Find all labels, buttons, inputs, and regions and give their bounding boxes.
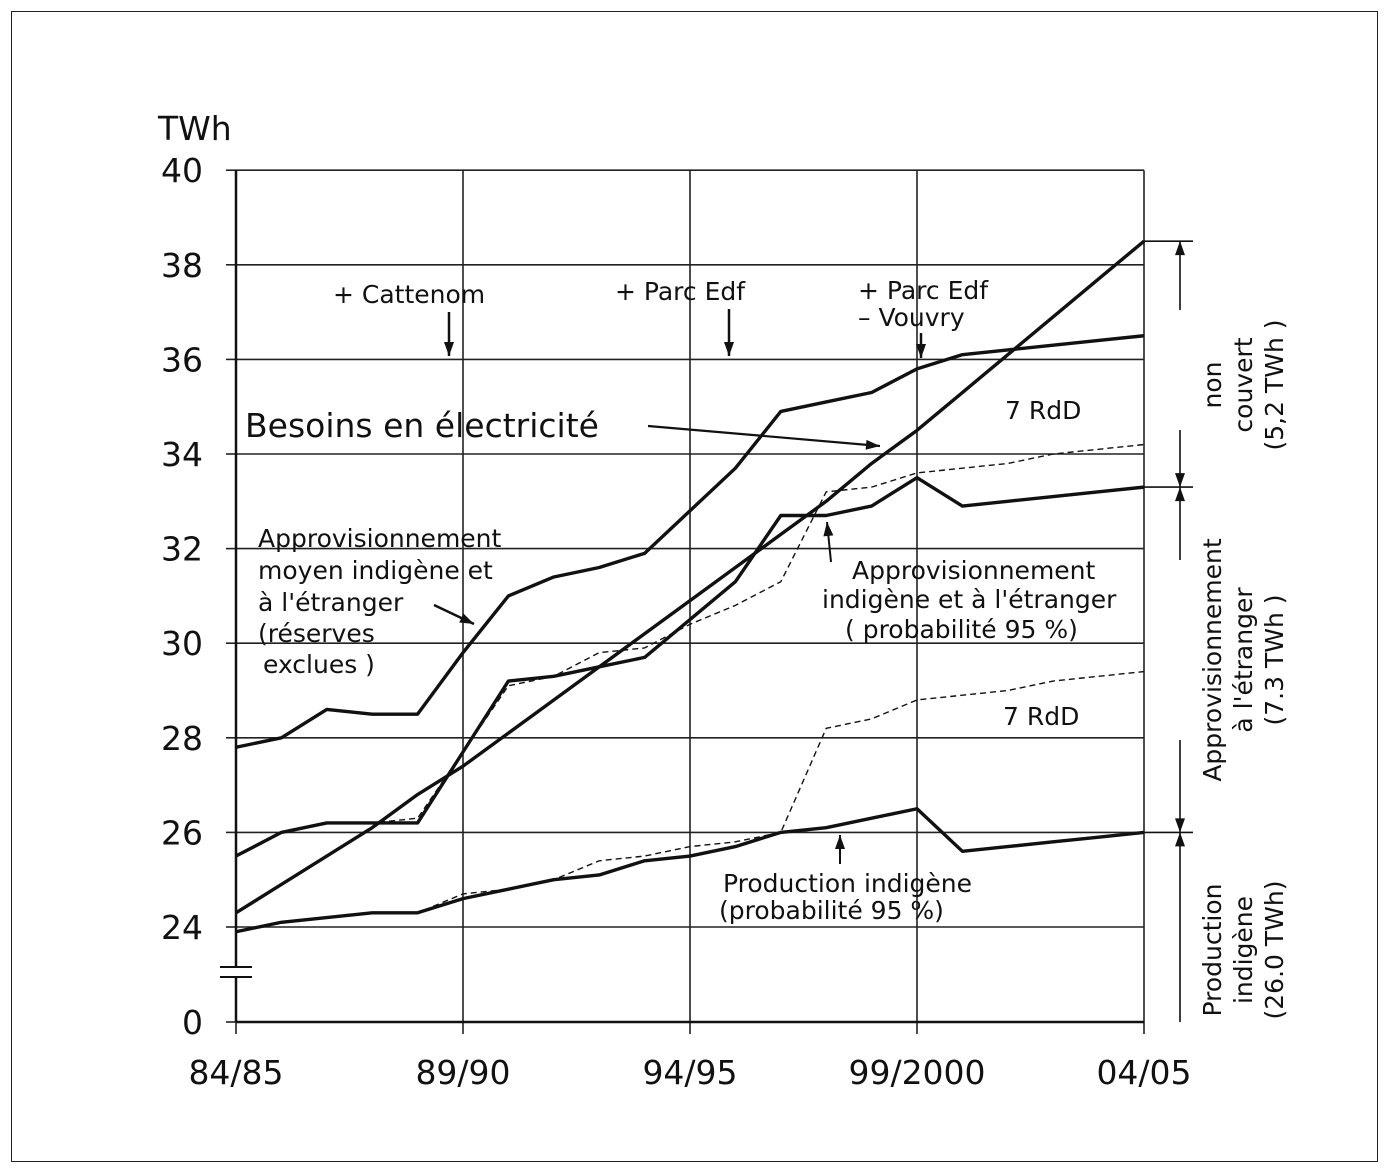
axis-break-gap bbox=[232, 967, 240, 977]
x-tick-label: 99/2000 bbox=[848, 1053, 985, 1092]
y-tick-label: 0 bbox=[182, 1003, 203, 1042]
series-layer bbox=[235, 239, 1146, 934]
appro-95-label: Approvisionnement bbox=[852, 556, 1096, 585]
bracket-label-2: indigène bbox=[1229, 896, 1258, 1004]
x-tick-label: 89/90 bbox=[415, 1053, 510, 1092]
rdd-label-bottom: 7 RdD bbox=[1003, 702, 1079, 731]
x-tick-label: 84/85 bbox=[188, 1053, 283, 1092]
bracket-label-2: (26.0 TWh) bbox=[1260, 881, 1289, 1020]
besoins-arrow-shaft bbox=[647, 424, 881, 448]
bracket-arrow-head bbox=[1175, 818, 1185, 833]
event-label-cattenom: + Cattenom bbox=[333, 280, 485, 309]
event-arrow-vouvry-head bbox=[916, 344, 926, 358]
bracket-label-0: non bbox=[1198, 362, 1227, 409]
production-label: (probabilité 95 %) bbox=[719, 896, 944, 925]
bracket-label-1: à l'étranger bbox=[1229, 587, 1258, 733]
bracket-arrow-head bbox=[1175, 241, 1185, 256]
figure-frame bbox=[11, 11, 1378, 1162]
event-arrow-cattenom-head bbox=[444, 342, 454, 356]
production-label: Production indigène bbox=[723, 869, 972, 898]
series-line-1 bbox=[235, 334, 1145, 749]
event-label-vouvry: – Vouvry bbox=[858, 303, 965, 332]
besoins-arrow-head bbox=[865, 439, 880, 450]
appro-moyen-label: à l'étranger bbox=[258, 588, 404, 617]
series-line-2 bbox=[235, 475, 1145, 858]
y-axis-label: TWh bbox=[157, 109, 232, 148]
event-label-parc-edf: + Parc Edf bbox=[615, 277, 746, 306]
appro-moyen-label: exclues ) bbox=[263, 650, 375, 679]
besoins-label: Besoins en électricité bbox=[245, 406, 599, 445]
bracket-label-2: Production bbox=[1198, 883, 1227, 1016]
appro-moyen-label: (réserves bbox=[258, 619, 375, 648]
x-tick-label: 04/05 bbox=[1096, 1053, 1191, 1092]
event-arrow-parc-edf-head bbox=[724, 342, 734, 356]
appro-moyen-label: moyen indigène et bbox=[258, 556, 493, 585]
appro-95-label: indigène et à l'étranger bbox=[822, 585, 1117, 614]
appro-moyen-arrow-head bbox=[459, 613, 474, 624]
y-tick-label: 36 bbox=[161, 340, 203, 379]
y-tick-label: 30 bbox=[161, 624, 203, 663]
bracket-label-1: (7.3 TWh ) bbox=[1260, 595, 1289, 726]
annotations: TWh Besoins en électricité 7 RdD 7 RdD +… bbox=[157, 109, 1289, 1022]
rdd-label-top: 7 RdD bbox=[1005, 396, 1081, 425]
y-tick-label: 24 bbox=[161, 908, 203, 947]
series-line-5 bbox=[235, 670, 1145, 933]
bracket-arrow-head bbox=[1175, 832, 1185, 847]
event-label-parc-edf-2: + Parc Edf bbox=[858, 276, 989, 305]
y-tick-label: 40 bbox=[161, 151, 203, 190]
production-arrow-head bbox=[835, 835, 845, 849]
y-tick-label: 26 bbox=[161, 813, 203, 852]
bracket-label-0: (5,2 TWh ) bbox=[1260, 320, 1289, 451]
appro-95-label: ( probabilité 95 %) bbox=[845, 615, 1078, 644]
bracket-arrow-head bbox=[1175, 473, 1185, 488]
bracket-arrow-head bbox=[1175, 487, 1185, 502]
series-line-3 bbox=[235, 443, 1145, 857]
appro-moyen-label: Approvisionnement bbox=[258, 524, 502, 553]
y-tick-label: 34 bbox=[161, 435, 203, 474]
bracket-label-0: couvert bbox=[1229, 337, 1258, 432]
x-tick-label: 94/95 bbox=[642, 1053, 737, 1092]
bracket-label-1: Approvisionnement bbox=[1198, 538, 1227, 782]
y-tick-label: 28 bbox=[161, 719, 203, 758]
series-line-0 bbox=[235, 239, 1146, 915]
appro-95-arrow-head bbox=[823, 522, 834, 537]
y-tick-label: 38 bbox=[161, 246, 203, 285]
y-tick-label: 32 bbox=[161, 530, 203, 569]
axes: 0 24 26 28 30 32 34 36 38 40 84/85 89/90 94/95 99/200… bbox=[161, 151, 1192, 1092]
